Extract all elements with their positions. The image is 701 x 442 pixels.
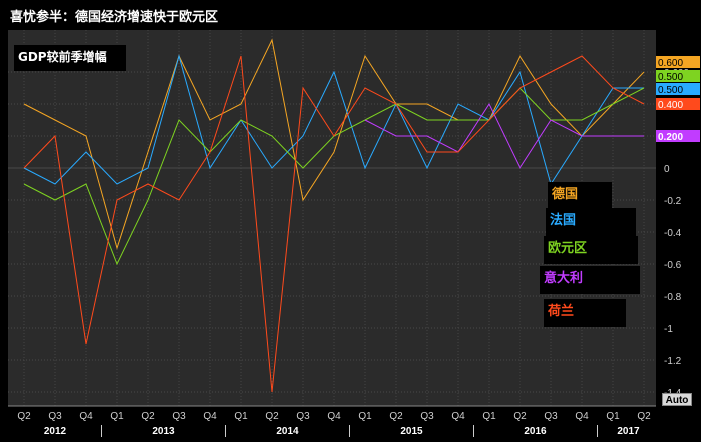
value-tag-label: 0.400	[658, 100, 683, 111]
x-tick-label: Q3	[172, 411, 186, 422]
legend-label-italy: 意大利	[544, 271, 584, 286]
y-tick-label: -0.4	[664, 228, 682, 239]
y-tick-label: -0.8	[664, 292, 682, 303]
value-tag-label: 0.600	[658, 58, 683, 69]
x-tick-label: Q4	[327, 411, 341, 422]
year-label: 2012	[44, 426, 67, 437]
x-tick-label: Q1	[606, 411, 620, 422]
value-tag	[656, 56, 700, 68]
x-tick-label: Q2	[141, 411, 155, 422]
series-line-1	[23, 54, 644, 186]
x-tick-label: Q2	[265, 411, 279, 422]
x-tick-label: Q2	[637, 411, 651, 422]
legend-eurozone: 欧元区	[544, 236, 638, 264]
legend-france: 法国	[546, 208, 636, 236]
year-label: 2013	[152, 426, 175, 437]
series-line-3	[364, 102, 644, 170]
legend-italy: 意大利	[540, 266, 640, 294]
y-tick-label: -1	[664, 324, 673, 335]
value-tag	[656, 83, 700, 95]
x-tick-label: Q2	[17, 411, 31, 422]
x-tick-label: Q3	[420, 411, 434, 422]
x-tick-label: Q4	[79, 411, 93, 422]
legend-netherlands: 荷兰	[544, 299, 626, 327]
x-tick-label: Q3	[296, 411, 310, 422]
value-tag-label: 0.200	[658, 132, 683, 143]
year-label: 2016	[524, 426, 547, 437]
y-axis: 0.6000.4000.2000-0.2-0.4-0.6-0.8-1-1.2-1…	[664, 68, 689, 399]
value-tag-label: 0.500	[658, 72, 683, 83]
series-line-4	[23, 55, 645, 393]
year-label: 2017	[617, 426, 640, 437]
value-tag-label: 0.500	[658, 85, 683, 96]
last-value-tags: 0.600 0.500 0.500 0.400 0.200	[656, 56, 700, 143]
series-line-0	[23, 38, 645, 250]
x-tick-label: Q2	[513, 411, 527, 422]
value-tag	[656, 70, 700, 82]
auto-scale-button[interactable]: Auto	[662, 393, 692, 406]
grid	[8, 30, 656, 406]
x-tick-label: Q1	[482, 411, 496, 422]
x-tick-label: Q3	[48, 411, 62, 422]
legend-label-netherlands: 荷兰	[548, 304, 575, 319]
chart-subtitle: GDP较前季增幅	[14, 45, 126, 71]
series-lines	[23, 38, 645, 393]
legend-label-germany: 德国	[552, 187, 579, 202]
y-tick-label: -1.2	[664, 356, 682, 367]
x-tick-label: Q4	[575, 411, 589, 422]
x-tick-label: Q3	[544, 411, 558, 422]
y-tick-label: -0.2	[664, 196, 682, 207]
year-label: 2014	[276, 426, 299, 437]
x-tick-label: Q4	[203, 411, 217, 422]
y-tick-label: 0	[664, 164, 670, 175]
x-axis: Q2 Q3 Q4 Q1 Q2 Q3 Q4 Q1 Q2 Q3 Q4 Q1 Q2 Q3 Q4 Q1 Q2 Q3 Q4 Q1…	[8, 405, 656, 437]
year-label: 2015	[400, 426, 423, 437]
x-tick-label: Q1	[358, 411, 372, 422]
x-tick-label: Q1	[110, 411, 124, 422]
legend-label-eurozone: 欧元区	[548, 241, 588, 256]
value-tag	[656, 130, 700, 142]
x-tick-label: Q4	[451, 411, 465, 422]
x-tick-label: Q1	[234, 411, 248, 422]
y-tick-label: -0.6	[664, 260, 682, 271]
chart-title: 喜忧参半：德国经济增速快于欧元区	[6, 8, 430, 28]
x-tick-label: Q2	[389, 411, 403, 422]
value-tag	[656, 98, 700, 110]
legend-label-france: 法国	[550, 213, 577, 228]
legend-germany: 德国	[548, 182, 612, 210]
